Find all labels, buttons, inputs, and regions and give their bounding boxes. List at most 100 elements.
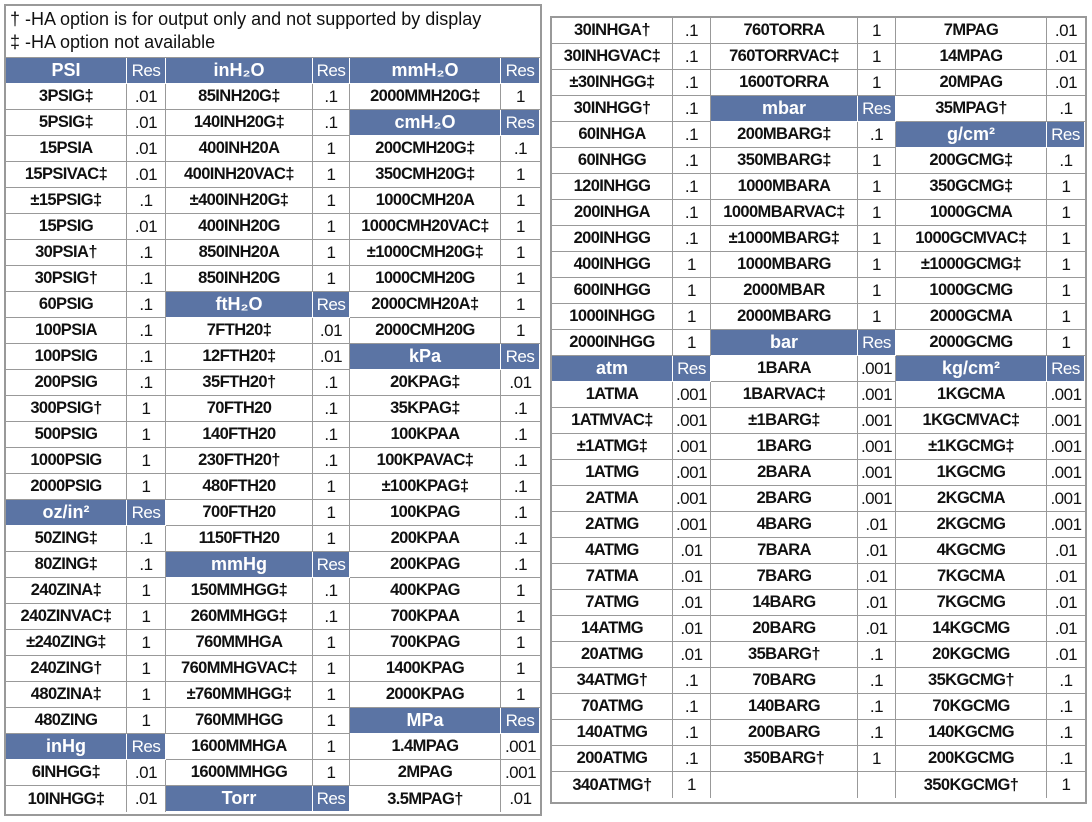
unit-row: 1400KPAG 1 xyxy=(350,656,540,682)
resolution-value: 1 xyxy=(858,174,896,199)
unit-row: 100KPAG .1 xyxy=(350,500,540,526)
res-header: Res xyxy=(127,58,166,83)
unit-code: 1000CMH20A xyxy=(350,188,501,213)
unit-row: 6INHGG‡ .01 xyxy=(6,760,166,786)
resolution-value: .01 xyxy=(673,642,711,667)
resolution-value: 1 xyxy=(313,656,350,681)
resolution-value: 1 xyxy=(858,148,896,173)
unit-code: 240ZING† xyxy=(6,656,127,681)
unit-code: 2KGCMG xyxy=(896,512,1047,537)
unit-code: 60PSIG xyxy=(6,292,127,317)
unit-row: 1KGCMA .001 xyxy=(896,382,1085,408)
resolution-value: .1 xyxy=(673,694,711,719)
unit-code: 140ATMG xyxy=(552,720,673,745)
resolution-value: .01 xyxy=(858,590,896,615)
unit-code: 200ATMG xyxy=(552,746,673,771)
resolution-value: 1 xyxy=(858,252,896,277)
unit-code: 230FTH20† xyxy=(166,448,313,473)
unit-row: 200PSIG .1 xyxy=(6,370,166,396)
unit-code: 2000GCMA xyxy=(896,304,1047,329)
unit-code: 14BARG xyxy=(711,590,858,615)
unit-code: 850INH20A xyxy=(166,240,313,265)
unit-row: 200KPAG .1 xyxy=(350,552,540,578)
resolution-value: 1 xyxy=(313,136,350,161)
unit-code: 7BARG xyxy=(711,564,858,589)
unit-code: ±760MMHGG‡ xyxy=(166,682,313,707)
resolution-value: .1 xyxy=(127,292,166,317)
unit-row: 200BARG .1 xyxy=(711,720,896,746)
resolution-value: 1 xyxy=(313,500,350,525)
unit-row: 240ZINA‡ 1 xyxy=(6,578,166,604)
category-name: atm xyxy=(552,356,673,381)
resolution-value: 1 xyxy=(1061,280,1071,300)
unit-code: 350GCMG‡ xyxy=(896,174,1047,199)
unit-code: 1000MBARG xyxy=(711,252,858,277)
unit-code: 200INHGA xyxy=(552,200,673,225)
unit-code: 2BARA xyxy=(711,460,858,485)
resolution-value: .01 xyxy=(1054,20,1078,40)
resolution-value: .001 xyxy=(1050,488,1082,508)
unit-category-header: atm Res xyxy=(552,356,711,382)
resolution-value: .01 xyxy=(1054,618,1078,638)
unit-code: 30PSIA† xyxy=(6,240,127,265)
unit-row: ±1BARG‡ .001 xyxy=(711,408,896,434)
resolution-value: .1 xyxy=(127,344,166,369)
unit-code: 10INHGG‡ xyxy=(6,786,127,812)
unit-code: 300PSIG† xyxy=(6,396,127,421)
category-name: mbar xyxy=(711,96,858,121)
unit-column-group: 30INHGA† .1 30INHGVAC‡ .1 ±30INHGG‡ .1 30INHGG… xyxy=(552,18,711,798)
unit-row: 20KGCMG .01 xyxy=(896,642,1085,668)
unit-row: 100KPAVAC‡ .1 xyxy=(350,448,540,474)
unit-code: 700FTH20 xyxy=(166,500,313,525)
unit-row: ±100KPAG‡ .1 xyxy=(350,474,540,500)
unit-row: 400INH20VAC‡ 1 xyxy=(166,162,350,188)
unit-code: 1000GCMA xyxy=(896,200,1047,225)
resolution-value: .001 xyxy=(504,762,537,782)
resolution-value: 1 xyxy=(313,682,350,707)
unit-code: 240ZINA‡ xyxy=(6,578,127,603)
unit-code: 400KPAG xyxy=(350,578,501,603)
unit-code: 15PSIG xyxy=(6,214,127,239)
resolution-value: .01 xyxy=(858,512,896,537)
unit-code: 1150FTH20 xyxy=(166,526,313,551)
unit-row: 140FTH20.1 xyxy=(166,422,350,448)
resolution-value: .001 xyxy=(673,382,711,407)
res-header: Res xyxy=(313,786,350,811)
resolution-value: .01 xyxy=(127,84,166,109)
unit-category-header: mmHg Res xyxy=(166,552,350,578)
resolution-value: .1 xyxy=(858,122,896,147)
resolution-value: 1 xyxy=(313,214,350,239)
unit-row: 2000PSIG 1 xyxy=(6,474,166,500)
resolution-value: .1 xyxy=(513,554,528,574)
unit-row: 2000INHGG 1 xyxy=(552,330,711,356)
unit-row: 760TORRVAC‡ 1 xyxy=(711,44,896,70)
footnotes: † -HA option is for output only and not … xyxy=(6,6,540,58)
unit-row: 60INHGA .1 xyxy=(552,122,711,148)
resolution-value: .01 xyxy=(127,214,166,239)
unit-row: 600INHGG 1 xyxy=(552,278,711,304)
resolution-value: .001 xyxy=(858,486,896,511)
res-header: Res xyxy=(673,356,711,381)
unit-code: 1000INHGG xyxy=(552,304,673,329)
unit-code: 7MPAG xyxy=(896,18,1047,43)
unit-code: 200KPAG xyxy=(350,552,501,577)
unit-row: 5PSIG‡ .01 xyxy=(6,110,166,136)
resolution-value: .1 xyxy=(513,502,528,522)
resolution-value: .1 xyxy=(673,226,711,251)
unit-row: 480ZING 1 xyxy=(6,708,166,734)
unit-code: ±1KGCMG‡ xyxy=(896,434,1047,459)
unit-row: 20MPAG .01 xyxy=(896,70,1085,96)
resolution-value: 1 xyxy=(1061,306,1071,326)
resolution-value: .01 xyxy=(858,564,896,589)
unit-code: 760MMHGVAC‡ xyxy=(166,656,313,681)
resolution-value: 1 xyxy=(858,44,896,69)
unit-row: 2000CMH20G 1 xyxy=(350,318,540,344)
unit-code: 240ZINVAC‡ xyxy=(6,604,127,629)
unit-code: 100KPAVAC‡ xyxy=(350,448,501,473)
category-name: Torr xyxy=(166,786,313,811)
unit-row: 200INHGA .1 xyxy=(552,200,711,226)
unit-column-group: mmH₂O Res 2000MMH20G‡ 1 cmH₂O Res 200CMH20G‡ .1… xyxy=(350,58,540,812)
unit-code: 200CMH20G‡ xyxy=(350,136,501,161)
unit-row: ±1000CMH20G‡ 1 xyxy=(350,240,540,266)
unit-code: ±400INH20G‡ xyxy=(166,188,313,213)
